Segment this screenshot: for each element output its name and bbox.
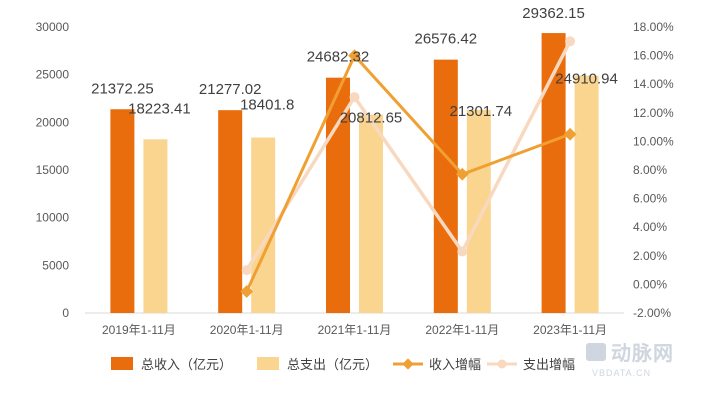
bar-data-label: 24682.32 — [307, 49, 370, 66]
y-left-tick-label: 15000 — [36, 163, 70, 177]
bar-data-label: 21277.02 — [199, 81, 262, 98]
bar-expenditure — [466, 109, 491, 314]
bar-revenue — [218, 110, 243, 313]
x-tick-label: 2019年1-11月 — [102, 323, 176, 337]
bar-data-label: 21372.25 — [91, 80, 154, 97]
legend-label: 收入增幅 — [429, 357, 481, 372]
legend-label: 总支出（亿元） — [287, 357, 378, 372]
watermark-site: VBDATA.CN — [592, 368, 651, 378]
legend-swatch — [257, 357, 279, 370]
y-left-tick-label: 30000 — [36, 20, 70, 34]
bar-expenditure — [359, 114, 383, 314]
bar-revenue — [433, 59, 458, 314]
x-tick-label: 2022年1-11月 — [425, 323, 499, 337]
y-left-tick-label: 5000 — [42, 258, 69, 272]
legend-diamond-marker — [402, 358, 414, 370]
expenditure-growth-point — [349, 92, 360, 103]
bar-expenditure — [574, 75, 599, 313]
bar-data-label: 26576.42 — [415, 31, 478, 48]
x-tick-label: 2020年1-11月 — [210, 323, 284, 337]
revenue-growth-point — [240, 285, 254, 298]
bar-data-label: 20812.65 — [340, 110, 403, 127]
bar-revenue — [110, 109, 135, 313]
expenditure-growth-point — [241, 265, 252, 276]
bar-data-label: 18223.41 — [128, 100, 191, 117]
legend-circle-marker — [497, 359, 507, 369]
y-right-tick-label: 4.00% — [633, 220, 667, 234]
revenue-growth-point — [563, 127, 577, 141]
x-tick-label: 2023年1-11月 — [533, 323, 607, 337]
expenditure-growth-point — [457, 246, 468, 257]
revenue-growth-point — [455, 167, 469, 181]
bars — [110, 33, 599, 314]
bar-revenue — [326, 77, 350, 313]
lines — [240, 36, 577, 298]
y-right-tick-label: -2.00% — [633, 306, 671, 320]
x-tick-label: 2021年1-11月 — [318, 323, 392, 337]
bar-data-label: 24910.94 — [555, 71, 618, 88]
bar-data-label: 29362.15 — [522, 5, 585, 22]
y-right-tick-label: 16.00% — [633, 49, 674, 63]
y-right-tick-label: 18.00% — [633, 20, 674, 34]
bar-data-label: 21301.74 — [450, 103, 513, 120]
bar-data-label: 18401.8 — [240, 97, 294, 114]
legend-label: 总收入（亿元） — [141, 357, 232, 372]
expenditure-growth-line — [245, 40, 572, 272]
bar-revenue — [541, 33, 566, 313]
watermark: 动脉网 VBDATA.CN — [586, 341, 674, 378]
y-right-tick-label: 6.00% — [633, 192, 667, 206]
expenditure-growth-point — [565, 36, 576, 47]
y-right-tick-label: 2.00% — [633, 249, 667, 263]
y-right-tick-label: 12.00% — [633, 106, 674, 120]
legend: 总收入（亿元） 总支出（亿元） 收入增幅 支出增幅 — [111, 357, 575, 372]
revenue-growth-line — [245, 54, 571, 293]
y-left-tick-label: 10000 — [36, 211, 70, 225]
axes: 0 5000 10000 15000 20000 25000 30000 -2.00% 0.00… — [36, 20, 674, 337]
y-right-tick-label: 14.00% — [633, 77, 674, 91]
y-right-tick-label: 0.00% — [633, 277, 667, 291]
y-left-tick-label: 25000 — [36, 68, 70, 82]
watermark-brand: 动脉网 — [611, 341, 674, 365]
revenue-growth-point — [348, 49, 361, 62]
legend-label: 支出增幅 — [523, 357, 575, 372]
y-left-tick-label: 0 — [62, 306, 69, 320]
legend-swatch — [111, 357, 133, 370]
data-labels: 21372.25 21277.02 24682.32 26576.42 29362.15… — [91, 5, 618, 127]
y-right-tick-label: 8.00% — [633, 163, 667, 177]
bar-expenditure — [251, 137, 276, 313]
y-left-tick-label: 20000 — [36, 115, 70, 129]
watermark-logo-icon — [586, 343, 606, 361]
bar-expenditure — [143, 139, 168, 313]
y-right-tick-label: 10.00% — [633, 134, 674, 148]
